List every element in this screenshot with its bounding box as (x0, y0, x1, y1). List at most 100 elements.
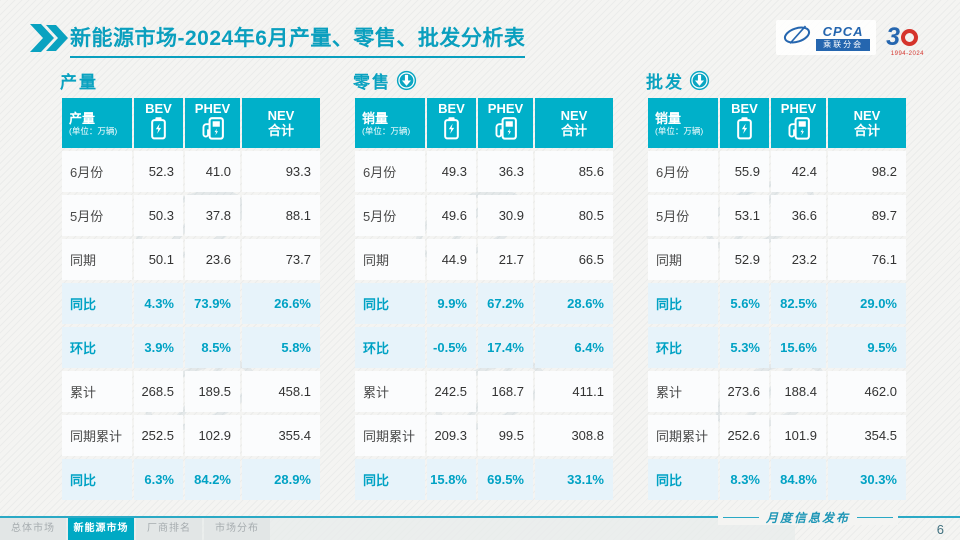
footer-tab-4[interactable]: 市场分布 (204, 518, 270, 540)
bev-value: 53.1 (720, 195, 769, 236)
anniversary-30-logo: 3 1994-2024 (886, 21, 923, 57)
phev-value: 37.8 (185, 195, 240, 236)
down-circle-icon (689, 70, 710, 91)
nev-total-value: 411.1 (535, 371, 613, 412)
row-label: 同期 (62, 239, 132, 280)
phev-value: 8.5% (185, 327, 240, 368)
bev-value: 4.3% (134, 283, 183, 324)
row-label: 同比 (355, 459, 425, 500)
bev-value: 8.3% (720, 459, 769, 500)
row-label: 环比 (62, 327, 132, 368)
bev-value: 3.9% (134, 327, 183, 368)
nev-total-value: 93.3 (242, 151, 320, 192)
section-head: 零售 (353, 68, 615, 92)
publication-dash-left (722, 517, 759, 518)
row-label: 5月份 (648, 195, 718, 236)
row-label: 同比 (62, 283, 132, 324)
phev-value: 15.6% (771, 327, 826, 368)
table-row: 同比 4.3% 73.9% 26.6% (62, 283, 320, 324)
tables-row: 产量 产量 (单位：万辆) BEV PHEV NEV 合计 (60, 68, 908, 503)
nev-header-cell: NEV 合计 (242, 98, 320, 148)
phev-header-cell: PHEV (771, 98, 826, 148)
nev-total-value: 5.8% (242, 327, 320, 368)
table-row: 5月份 53.1 36.6 89.7 (648, 195, 906, 236)
nev-total-value: 6.4% (535, 327, 613, 368)
unit-header-cell: 销量 (单位：万辆) (355, 98, 425, 148)
unit-header-cell: 产量 (单位：万辆) (62, 98, 132, 148)
phev-value: 36.3 (478, 151, 533, 192)
nev-total-value: 355.4 (242, 415, 320, 456)
bev-value: 15.8% (427, 459, 476, 500)
header-logos: CPCA 乘联分会 3 1994-2024 (776, 20, 923, 57)
table-row: 同期累计 209.3 99.5 308.8 (355, 415, 613, 456)
phev-header-cell: PHEV (185, 98, 240, 148)
phev-value: 30.9 (478, 195, 533, 236)
row-label: 同期累计 (355, 415, 425, 456)
nev-total-value: 462.0 (828, 371, 906, 412)
nev-total-value: 73.7 (242, 239, 320, 280)
bev-value: 9.9% (427, 283, 476, 324)
bev-value: 273.6 (720, 371, 769, 412)
table-row: 同期累计 252.6 101.9 354.5 (648, 415, 906, 456)
nev-total-value: 85.6 (535, 151, 613, 192)
bev-header-cell: BEV (427, 98, 476, 148)
row-label: 累计 (355, 371, 425, 412)
table-row: 同期 50.1 23.6 73.7 (62, 239, 320, 280)
table-row: 同期累计 252.5 102.9 355.4 (62, 415, 320, 456)
bev-value: 49.3 (427, 151, 476, 192)
publication-dash-right (857, 517, 893, 518)
bev-header-cell: BEV (134, 98, 183, 148)
table-row: 累计 242.5 168.7 411.1 (355, 371, 613, 412)
nev-total-value: 76.1 (828, 239, 906, 280)
page-number: 6 (936, 522, 944, 537)
row-label: 环比 (648, 327, 718, 368)
phev-value: 21.7 (478, 239, 533, 280)
slide-header: 新能源市场-2024年6月产量、零售、批发分析表 CPCA 乘联分会 3 199… (30, 20, 940, 62)
charging-station-icon (494, 117, 518, 145)
bev-value: 50.3 (134, 195, 183, 236)
section-head: 批发 (646, 68, 908, 92)
publication-label: 月度信息发布 (717, 510, 898, 525)
bev-value: 5.6% (720, 283, 769, 324)
anniversary-digit: 3 (886, 23, 900, 51)
phev-value: 23.6 (185, 239, 240, 280)
page-title: 新能源市场-2024年6月产量、零售、批发分析表 (70, 22, 526, 58)
nev-total-value: 88.1 (242, 195, 320, 236)
row-label: 6月份 (355, 151, 425, 192)
footer-divider (0, 516, 960, 518)
row-label: 6月份 (62, 151, 132, 192)
row-label: 6月份 (648, 151, 718, 192)
footer-tab-3[interactable]: 厂商排名 (136, 518, 202, 540)
cpca-subtitle: 乘联分会 (816, 38, 871, 51)
footer-tab-1[interactable]: 总体市场 (0, 518, 66, 540)
bev-value: -0.5% (427, 327, 476, 368)
table-row: 6月份 55.9 42.4 98.2 (648, 151, 906, 192)
nev-total-value: 354.5 (828, 415, 906, 456)
cpca-wordmark: CPCA (822, 23, 864, 39)
section-title-text: 零售 (353, 72, 391, 92)
retail-table: 销量 (单位：万辆) BEV PHEV NEV 合计 6月份 49.3 36.3 8… (353, 95, 615, 503)
phev-value: 42.4 (771, 151, 826, 192)
charging-station-icon (787, 117, 811, 145)
table-header-row: 产量 (单位：万辆) BEV PHEV NEV 合计 (62, 98, 320, 148)
row-label: 环比 (355, 327, 425, 368)
nev-total-value: 80.5 (535, 195, 613, 236)
table-row: 6月份 49.3 36.3 85.6 (355, 151, 613, 192)
bev-value: 55.9 (720, 151, 769, 192)
table-row: 累计 273.6 188.4 462.0 (648, 371, 906, 412)
battery-icon (151, 117, 166, 145)
phev-value: 69.5% (478, 459, 533, 500)
phev-value: 99.5 (478, 415, 533, 456)
bev-value: 209.3 (427, 415, 476, 456)
nev-total-value: 33.1% (535, 459, 613, 500)
footer-tab-2[interactable]: 新能源市场 (68, 518, 134, 540)
nev-total-value: 89.7 (828, 195, 906, 236)
wholesale-table-section: 批发 销量 (单位：万辆) BEV PHEV NEV 合计 (646, 68, 908, 503)
phev-value: 67.2% (478, 283, 533, 324)
wholesale-table: 销量 (单位：万辆) BEV PHEV NEV 合计 6月份 55.9 42.4 9… (646, 95, 908, 503)
row-label: 累计 (62, 371, 132, 412)
bev-header-cell: BEV (720, 98, 769, 148)
bev-value: 44.9 (427, 239, 476, 280)
row-label: 累计 (648, 371, 718, 412)
